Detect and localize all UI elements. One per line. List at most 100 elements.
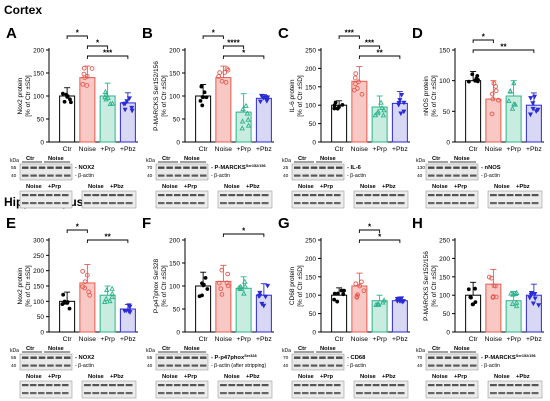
blot-band	[64, 356, 71, 359]
blot-band	[92, 392, 100, 395]
blot-band	[109, 392, 116, 395]
data-point	[528, 290, 534, 296]
data-point	[473, 300, 478, 305]
panel-letter: F	[142, 215, 151, 232]
blot-band	[460, 384, 467, 387]
blot-band	[294, 364, 301, 367]
category-label: +Prp	[236, 336, 251, 343]
blot-band	[444, 174, 452, 177]
blot-band	[236, 392, 244, 395]
data-point	[399, 92, 405, 98]
y-tick-label: 300	[33, 238, 44, 245]
blot-band	[245, 392, 252, 395]
bar-noise	[215, 280, 232, 333]
blot-band	[334, 194, 341, 197]
data-point	[203, 275, 208, 280]
blot-band	[47, 364, 54, 367]
data-point	[89, 66, 95, 71]
blot-group-label: Ctr	[298, 346, 307, 352]
blot-band	[158, 174, 165, 177]
data-point	[335, 106, 340, 111]
bar-pbz	[525, 294, 542, 333]
kda-label: kDa	[146, 158, 155, 164]
data-point	[69, 100, 73, 105]
blot-band	[183, 356, 190, 359]
data-point	[107, 298, 113, 304]
data-point	[532, 291, 538, 297]
data-point	[223, 80, 229, 85]
blot-group-label: +Prp	[454, 374, 468, 380]
significance-bracket	[222, 233, 265, 237]
blot-loading-label: - β-actin	[347, 173, 366, 179]
data-point	[381, 107, 387, 113]
blot-band	[336, 364, 343, 367]
blot-band	[356, 392, 363, 395]
blot-band	[62, 194, 69, 197]
data-point	[129, 105, 135, 111]
blot-image	[353, 190, 409, 209]
data-point	[103, 287, 110, 293]
blot-band	[336, 174, 343, 177]
blot-band	[174, 364, 182, 367]
blot-band	[490, 392, 497, 395]
kda-tick: 40	[417, 173, 423, 179]
blot-band	[38, 356, 46, 359]
blot-group-label: Noise	[298, 374, 315, 380]
blot-band	[182, 202, 189, 205]
kda-tick: 70	[283, 355, 289, 361]
blot-band	[261, 202, 269, 205]
blot-group-label: Ctr	[26, 156, 35, 162]
blot-band	[30, 194, 37, 197]
data-point	[378, 99, 384, 105]
blot-band	[294, 194, 301, 197]
blot-band	[498, 384, 506, 387]
y-tick-label: 0	[312, 140, 316, 147]
blot-image	[155, 190, 209, 209]
kda-tick: 40	[147, 363, 153, 369]
y-tick-label: 150	[305, 84, 316, 91]
blot-band	[92, 202, 100, 205]
data-point	[357, 283, 363, 289]
blot-band	[294, 174, 301, 177]
bar-ctr	[465, 294, 482, 333]
blot-band	[468, 392, 475, 395]
y-tick-label: 100	[33, 94, 44, 101]
kda-tick: 40	[11, 173, 17, 179]
blot-band	[166, 194, 173, 197]
category-label: Ctr	[335, 336, 345, 343]
panel-letter: E	[6, 215, 16, 232]
blot-band	[470, 356, 477, 359]
blot-band	[190, 202, 197, 205]
blot-loading-label: - β-actin	[481, 363, 500, 369]
blot-band	[261, 384, 269, 387]
bar-ctr	[195, 95, 212, 143]
significance-label: *	[96, 39, 100, 48]
blot-band	[444, 356, 452, 359]
significance-label: ***	[103, 49, 113, 58]
panel-a: A 0 50 100 150 200 Nox2 protein [% of Ctr ±SD] C…	[6, 25, 138, 209]
y-tick-label: 0	[176, 330, 180, 337]
data-point	[332, 297, 337, 302]
category-label: Ctr	[63, 146, 73, 153]
data-point	[332, 291, 337, 296]
blot-target-superscript: Ser328	[244, 354, 256, 358]
blot-band	[452, 384, 459, 387]
blot-loading-label: - β-actin	[75, 363, 94, 369]
blot-band	[200, 364, 207, 367]
kda-tick: 130	[417, 165, 425, 171]
blot-band	[436, 356, 443, 359]
data-point	[205, 287, 210, 291]
blot-band	[515, 194, 522, 197]
panel-d: D 0 50 100 150 nNOS protein [% of Ctr ±SD] Ctr N…	[412, 25, 544, 209]
blot-group-label: Noise	[88, 184, 105, 190]
category-label: +Pbz	[392, 336, 408, 343]
blot-image	[81, 190, 137, 209]
blot-group-label: +Pbz	[110, 184, 124, 190]
y-tick-label: 50	[173, 117, 181, 124]
data-point	[84, 73, 90, 79]
blot-band	[319, 364, 326, 367]
data-point	[256, 294, 262, 299]
category-label: Ctr	[199, 146, 209, 153]
blot-band	[310, 392, 317, 395]
